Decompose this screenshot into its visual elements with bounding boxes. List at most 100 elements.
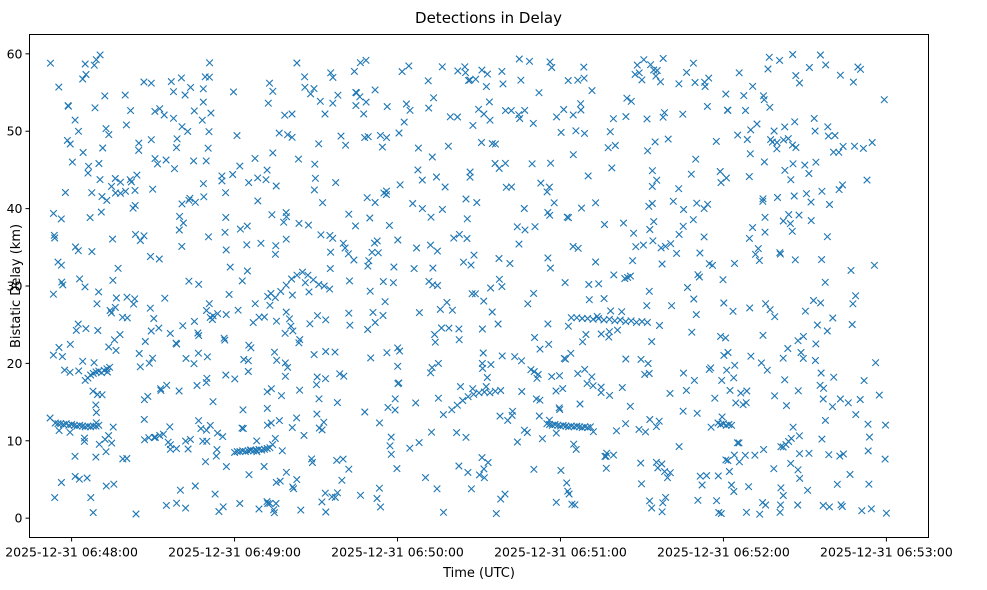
data-point — [583, 423, 592, 432]
data-point — [741, 451, 749, 459]
data-point — [136, 236, 145, 245]
data-point — [179, 219, 188, 227]
data-point — [545, 416, 554, 424]
data-point — [59, 281, 67, 289]
data-point — [546, 264, 555, 272]
data-point — [764, 65, 772, 73]
data-point — [487, 360, 495, 369]
data-point — [238, 424, 246, 432]
data-point — [799, 354, 807, 363]
data-point — [269, 149, 277, 157]
data-point — [270, 509, 279, 517]
data-point — [414, 144, 423, 152]
data-point — [428, 153, 436, 161]
data-point — [552, 429, 560, 437]
data-point — [606, 128, 614, 136]
data-point — [536, 396, 544, 404]
data-point — [730, 487, 738, 496]
data-point — [498, 352, 506, 360]
data-point — [275, 129, 283, 137]
data-point — [511, 353, 519, 361]
data-point — [536, 345, 544, 353]
y-axis-title: Bistatic Delay (km) — [9, 224, 24, 348]
data-point — [703, 102, 712, 111]
data-point — [578, 423, 586, 432]
x-tick-label: 2025-12-31 06:49:00 — [168, 545, 301, 560]
data-point — [724, 456, 732, 465]
data-point — [775, 56, 784, 65]
data-point — [305, 288, 313, 296]
data-point — [368, 248, 376, 256]
data-point — [306, 90, 315, 98]
data-point — [57, 215, 65, 223]
data-point — [748, 223, 757, 232]
data-point — [260, 462, 268, 471]
data-point — [805, 169, 813, 178]
data-point — [61, 188, 70, 197]
data-point — [386, 442, 394, 450]
data-point — [581, 423, 589, 431]
data-point — [391, 406, 399, 414]
data-point — [559, 421, 567, 429]
data-point — [727, 481, 736, 489]
data-point — [659, 113, 667, 121]
data-point — [467, 485, 476, 493]
data-point — [751, 250, 760, 258]
data-point — [777, 443, 785, 451]
data-point — [779, 491, 787, 500]
y-tick-label: 40 — [7, 201, 23, 216]
data-point — [582, 330, 590, 339]
data-point — [717, 178, 725, 187]
data-point — [225, 290, 233, 299]
data-point — [658, 508, 666, 516]
data-point — [141, 337, 149, 346]
data-point — [739, 401, 747, 409]
data-point — [745, 172, 753, 181]
data-point — [757, 359, 766, 367]
data-point — [525, 57, 534, 65]
data-point — [585, 280, 593, 289]
data-point — [609, 451, 618, 459]
data-point — [859, 144, 868, 153]
data-point — [735, 458, 744, 466]
data-point — [667, 240, 675, 248]
data-point — [346, 321, 354, 329]
data-point — [679, 110, 687, 118]
data-point — [470, 251, 478, 259]
data-point — [295, 219, 303, 228]
data-point — [71, 243, 80, 251]
data-point — [71, 116, 79, 124]
data-point — [664, 135, 672, 143]
data-point — [326, 264, 334, 273]
data-point — [811, 127, 819, 135]
data-point — [289, 483, 297, 491]
data-point — [276, 477, 284, 485]
data-point — [484, 458, 492, 467]
data-point — [385, 221, 394, 230]
data-point — [463, 234, 471, 243]
data-point — [759, 197, 767, 205]
data-point — [711, 394, 719, 402]
data-point — [331, 348, 339, 356]
data-point — [280, 218, 288, 226]
data-point — [569, 242, 577, 251]
data-point — [495, 275, 504, 283]
data-point — [740, 91, 748, 100]
data-point — [362, 56, 370, 64]
data-point — [788, 141, 797, 149]
data-point — [648, 337, 656, 346]
data-point — [75, 367, 83, 375]
data-point — [288, 110, 296, 118]
data-point — [421, 473, 430, 482]
data-point — [222, 371, 230, 379]
data-point — [103, 368, 112, 376]
data-point — [552, 387, 560, 395]
data-point — [95, 159, 103, 168]
data-point — [263, 388, 271, 396]
data-point — [588, 373, 596, 381]
scatter-points — [46, 50, 891, 518]
data-point — [618, 308, 626, 316]
data-point — [202, 306, 211, 315]
data-point — [721, 334, 730, 342]
data-point — [221, 189, 230, 197]
